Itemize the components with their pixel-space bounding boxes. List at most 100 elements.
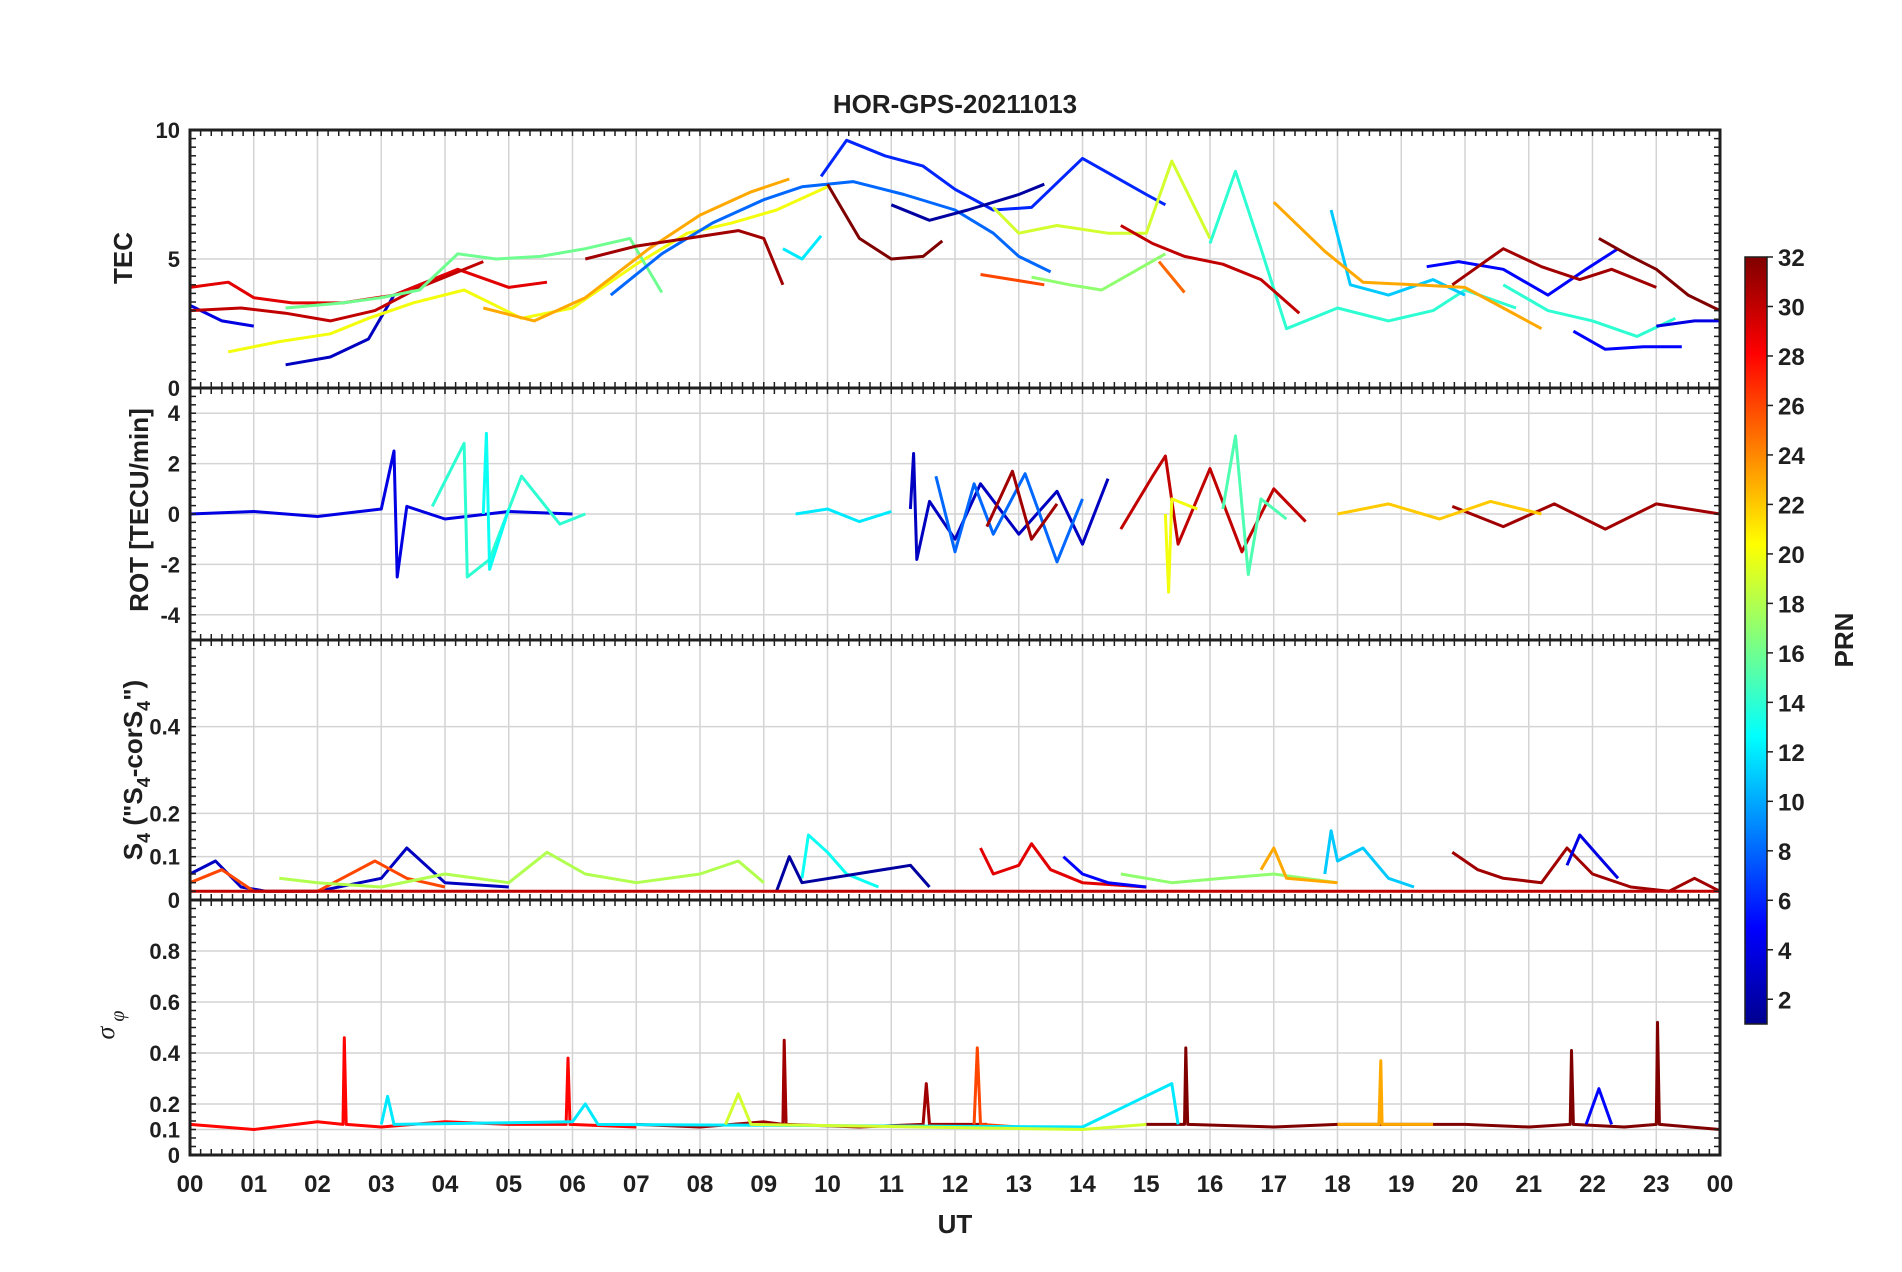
series-line-prn-22	[1337, 499, 1542, 521]
x-tick-label: 23	[1643, 1171, 1670, 1198]
y-tick-label: 0	[168, 888, 180, 913]
series-line-prn-5	[1584, 1087, 1614, 1125]
colorbar-gradient	[1744, 256, 1768, 1025]
series-line-prn-15	[1221, 434, 1288, 576]
series-line-prn-17	[1120, 872, 1338, 885]
svg-text:σ φ: σ φ	[91, 1011, 129, 1040]
series-line-prn-19	[724, 1092, 1147, 1131]
colorbar-tick-label: 12	[1778, 740, 1805, 767]
y-tick-label: 0.2	[149, 801, 180, 826]
series-line-prn-23	[1337, 1059, 1434, 1126]
series-line-prn-23	[1259, 846, 1338, 885]
series-line-prn-29	[979, 842, 1147, 889]
colorbar-tick-label: 26	[1778, 393, 1805, 420]
panel-s4: 0 0.1 0.2 0.4	[149, 638, 1722, 913]
x-tick-label: 20	[1452, 1171, 1479, 1198]
x-tick-label: 05	[495, 1171, 522, 1198]
panel-frame	[188, 898, 1722, 1157]
x-tick-label: 03	[368, 1171, 395, 1198]
series-line-prn-30	[189, 260, 484, 323]
series-line-prn-14	[1502, 283, 1677, 338]
x-tick-label: 17	[1260, 1171, 1287, 1198]
series-line-prn-32	[826, 183, 944, 261]
series-line-prn-31	[1451, 846, 1721, 893]
y-tick-label: 2	[168, 452, 180, 477]
x-tick-label: 11	[879, 1171, 904, 1198]
series-line-prn-13	[481, 431, 511, 571]
x-tick-label: 00	[1707, 1171, 1734, 1198]
x-tick-label: 19	[1388, 1171, 1415, 1198]
y-tick-label: 0.6	[149, 990, 180, 1015]
colorbar-tick-label: 24	[1778, 443, 1805, 470]
series-line-prn-16	[285, 236, 664, 310]
series-line-prn-4	[1565, 833, 1620, 880]
x-tick-label: 06	[559, 1171, 586, 1198]
colorbar-tick-label: 32	[1778, 245, 1805, 272]
panel-sigma-phi: 00.10.2 0.4 0.6 0.8	[149, 898, 1722, 1168]
y-tick-label: 0.1	[149, 1118, 180, 1143]
series-line-prn-2	[890, 182, 1045, 222]
series-line-prn-4	[1656, 319, 1720, 328]
series-line-prn-5	[1426, 247, 1619, 297]
panel-rot: -4 -2 0 2 4	[160, 386, 1722, 642]
series-line-prn-5	[1062, 855, 1147, 889]
colorbar-tick-label: 20	[1778, 542, 1805, 569]
x-tick-label: 13	[1005, 1171, 1032, 1198]
series-line-prn-20	[1163, 497, 1198, 594]
x-tick-label: 01	[240, 1171, 267, 1198]
colorbar-tick-label: 10	[1778, 789, 1805, 816]
series-line-prn-18	[279, 850, 765, 889]
y-axis-label-tec: TEC	[108, 232, 138, 284]
x-tick-label: 09	[750, 1171, 777, 1198]
x-tick-label: 02	[304, 1171, 331, 1198]
colorbar-tick-label: 2	[1778, 987, 1791, 1014]
series-line-prn-32	[1146, 1020, 1721, 1131]
y-axis-label-rot: ROT [TECU/min]	[124, 408, 154, 612]
series-line-prn-5	[1572, 329, 1682, 351]
y-tick-label: 10	[156, 118, 180, 143]
colorbar-tick-label: 8	[1778, 839, 1791, 866]
series-line-prn-8	[934, 472, 1084, 564]
series-line-prn-12	[795, 507, 892, 524]
x-tick-label: 22	[1579, 1171, 1606, 1198]
x-tick-label: 00	[177, 1171, 204, 1198]
series-line-prn-4	[189, 449, 573, 579]
series-line-prn-29	[189, 267, 548, 305]
x-tick-label: 16	[1197, 1171, 1224, 1198]
y-axis-label-s4: S4 ("S4-corS4")	[118, 680, 154, 860]
series-line-prn-2	[775, 855, 931, 892]
colorbar-tick-label: 30	[1778, 294, 1805, 321]
x-tick-label: 08	[687, 1171, 714, 1198]
series-line-prn-14	[1208, 169, 1517, 331]
svg-text:S4 ("S4-corS4"): S4 ("S4-corS4")	[118, 680, 154, 860]
series-line-prn-11	[1323, 829, 1415, 889]
y-axis-label-sigma-phi: σ φ	[91, 1011, 129, 1040]
series-line-prn-11	[1329, 209, 1466, 297]
x-tick-label: 18	[1324, 1171, 1351, 1198]
series-line-prn-8	[609, 180, 1052, 297]
series-line-prn-12	[379, 1082, 1180, 1129]
y-tick-label: 0.1	[149, 845, 180, 870]
series-line-prn-32	[1598, 237, 1721, 312]
x-axis-label: UT	[938, 1209, 973, 1239]
series-line-prn-12	[782, 234, 823, 261]
colorbar-label: PRN	[1829, 613, 1859, 668]
series-line-prn-25	[1157, 260, 1186, 294]
series-line-prn-31	[1451, 247, 1657, 289]
series-line-prn-26	[980, 273, 1045, 287]
colorbar-tick-label: 6	[1778, 888, 1791, 915]
x-tick-label: 21	[1515, 1171, 1542, 1198]
x-tick-label: 15	[1133, 1171, 1160, 1198]
series-line-prn-31	[985, 469, 1059, 541]
y-tick-label: 0	[168, 1143, 180, 1168]
y-tick-label: -4	[160, 603, 180, 628]
series-line-prn-31	[1451, 502, 1721, 531]
y-tick-label: 0.4	[149, 715, 180, 740]
y-tick-label: 0	[168, 376, 180, 401]
colorbar-tick-label: 4	[1778, 938, 1792, 965]
series-line-prn-31	[584, 229, 785, 286]
series-line-prn-30	[1120, 224, 1301, 315]
series-line-prn-23	[1272, 201, 1543, 331]
